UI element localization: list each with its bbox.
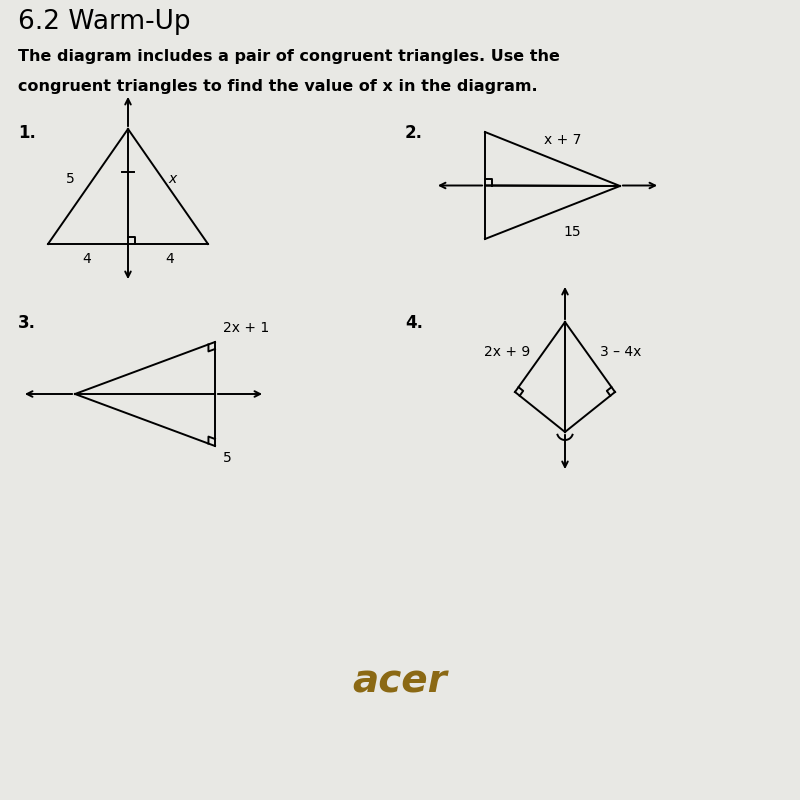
- Text: congruent triangles to find the value of x in the diagram.: congruent triangles to find the value of…: [18, 79, 538, 94]
- Text: 5: 5: [66, 172, 74, 186]
- Text: 3.: 3.: [18, 314, 36, 332]
- Text: 15: 15: [564, 225, 582, 238]
- Text: 4: 4: [82, 252, 91, 266]
- Text: 6.2 Warm-Up: 6.2 Warm-Up: [18, 9, 190, 35]
- Text: x + 7: x + 7: [544, 133, 581, 147]
- Text: The diagram includes a pair of congruent triangles. Use the: The diagram includes a pair of congruent…: [18, 49, 560, 64]
- Text: 4.: 4.: [405, 314, 423, 332]
- Text: 2x + 9: 2x + 9: [484, 345, 530, 359]
- Text: 4: 4: [166, 252, 174, 266]
- Text: 1.: 1.: [18, 124, 36, 142]
- Text: 2x + 1: 2x + 1: [223, 321, 270, 335]
- Text: 2.: 2.: [405, 124, 423, 142]
- Text: acer: acer: [353, 662, 447, 700]
- Text: 5: 5: [223, 451, 232, 465]
- Text: 3 – 4x: 3 – 4x: [600, 345, 642, 359]
- Text: x: x: [168, 172, 176, 186]
